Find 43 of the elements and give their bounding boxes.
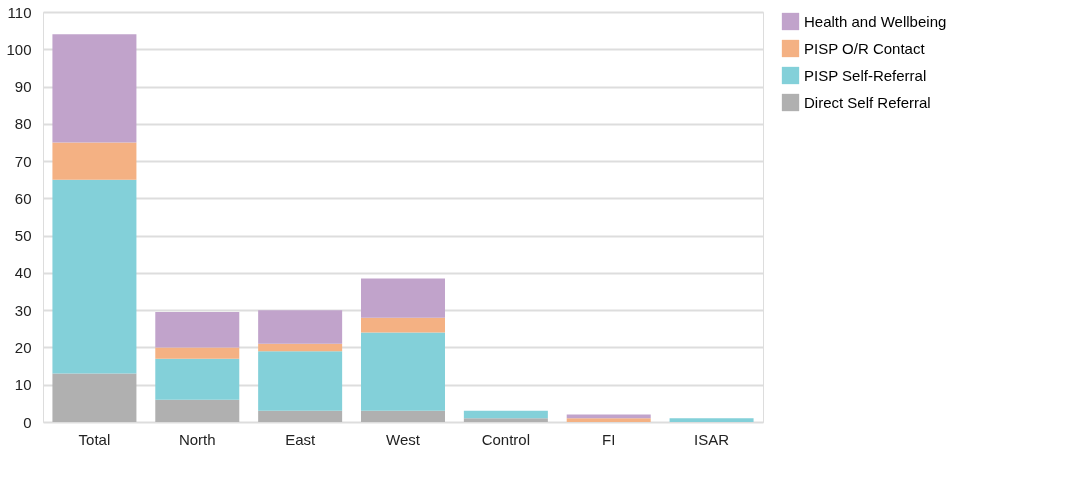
bar <box>155 312 240 348</box>
bar <box>258 351 343 411</box>
x-tick-label: FI <box>602 430 616 448</box>
bar <box>258 343 343 352</box>
bar <box>361 317 445 333</box>
y-tick-label: 70 <box>14 152 32 170</box>
y-tick-label: 40 <box>14 264 32 282</box>
legend-label: PISP O/R Contact <box>804 39 926 57</box>
legend-label: Direct Self Referral <box>804 93 931 111</box>
bar <box>463 418 548 422</box>
x-tick-label: Control <box>481 430 531 448</box>
y-tick-label: 20 <box>14 338 32 356</box>
bar <box>669 418 754 422</box>
bar <box>52 34 137 143</box>
bar <box>155 399 240 422</box>
y-tick-label: 100 <box>6 40 32 58</box>
y-tick-label: 60 <box>14 189 32 207</box>
bar <box>155 358 240 400</box>
bar <box>361 410 445 422</box>
x-tick-label: West <box>386 430 421 448</box>
y-tick-label: 0 <box>23 413 32 431</box>
bar <box>258 310 343 344</box>
y-tick-label: 30 <box>14 301 32 319</box>
legend-label: Health and Wellbeing <box>804 12 947 30</box>
bar <box>361 278 445 318</box>
x-tick-label: ISAR <box>694 430 730 448</box>
x-tick-label: East <box>285 430 316 448</box>
bar <box>463 410 548 419</box>
bar <box>52 373 137 422</box>
x-tick-label: North <box>178 430 216 448</box>
legend-label: PISP Self-Referral <box>804 66 927 84</box>
bar <box>155 347 240 359</box>
bar <box>566 418 651 422</box>
bar <box>361 332 445 411</box>
bar <box>258 410 343 422</box>
y-tick-label: 50 <box>14 227 32 245</box>
y-tick-label: 90 <box>14 78 32 96</box>
bar <box>52 179 137 374</box>
y-tick-label: 110 <box>7 3 32 21</box>
x-tick-label: Total <box>78 430 111 448</box>
y-tick-label: 10 <box>14 376 32 394</box>
y-tick-label: 80 <box>14 115 32 133</box>
bar <box>52 142 137 180</box>
